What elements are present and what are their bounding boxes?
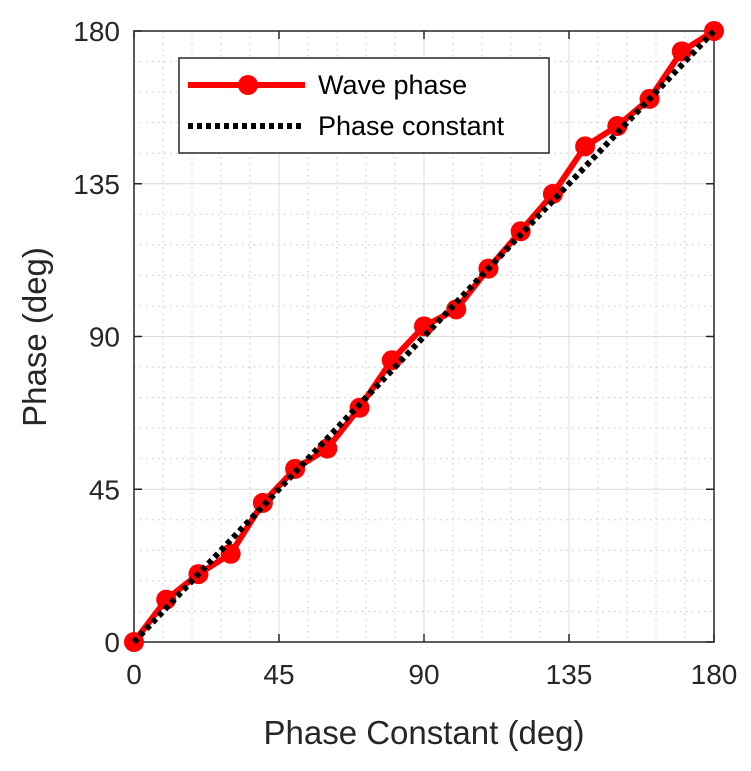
legend: Wave phase Phase constant bbox=[178, 57, 550, 154]
y-tick-label: 0 bbox=[104, 627, 120, 658]
y-tick-label: 90 bbox=[89, 322, 120, 353]
x-tick-label: 0 bbox=[126, 659, 142, 690]
series-phase-constant-line bbox=[131, 28, 717, 645]
y-tick-labels: 0 45 90 135 180 bbox=[73, 16, 120, 658]
legend-constant-label: Phase constant bbox=[318, 111, 505, 141]
wave-phase-point bbox=[704, 21, 724, 41]
x-tick-label: 180 bbox=[691, 659, 738, 690]
x-tick-label: 135 bbox=[546, 659, 593, 690]
series-layer bbox=[124, 21, 724, 652]
x-tick-label: 90 bbox=[408, 659, 439, 690]
y-tick-label: 135 bbox=[73, 169, 120, 200]
y-tick-label: 180 bbox=[73, 16, 120, 47]
wave-phase-point bbox=[414, 316, 434, 337]
legend-wave-marker bbox=[238, 75, 258, 95]
wave-phase-point bbox=[156, 589, 177, 610]
x-axis-title: Phase Constant (deg) bbox=[263, 714, 584, 751]
y-tick-label: 45 bbox=[89, 474, 120, 505]
y-axis-title: Phase (deg) bbox=[16, 247, 53, 427]
x-tick-label: 45 bbox=[263, 659, 294, 690]
legend-box bbox=[178, 57, 550, 154]
x-tick-labels: 0 45 90 135 180 bbox=[126, 659, 737, 690]
legend-wave-label: Wave phase bbox=[318, 70, 467, 100]
wave-phase-point bbox=[542, 183, 563, 204]
wave-phase-point bbox=[575, 136, 596, 157]
